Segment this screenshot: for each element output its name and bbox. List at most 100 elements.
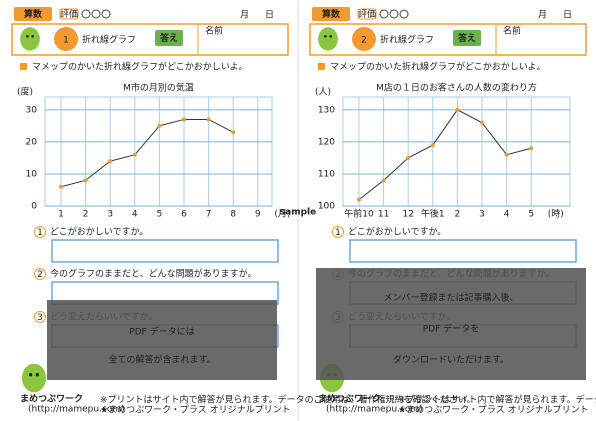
x-tick-label: 1 xyxy=(58,210,64,220)
topic: 折れ線グラフ xyxy=(82,34,136,46)
data-point xyxy=(480,120,484,125)
data-point xyxy=(231,130,236,135)
x-tick-label: 5 xyxy=(528,210,534,220)
prompt: マメップのかいた折れ線グラフがどこかおかしいよ。 xyxy=(32,61,248,73)
question-text: どこがおかしいですか。 xyxy=(348,226,446,238)
footer-logo: まめつぶワーク xyxy=(318,394,381,405)
sheet-number: 2 xyxy=(361,36,367,46)
data-point xyxy=(83,178,88,183)
rating: 評価 xyxy=(358,8,376,20)
chart-title: M店の１日のお客さんの人数の変わり方 xyxy=(376,82,537,94)
name-label: 名前 xyxy=(205,25,223,37)
x-tick-label: 8 xyxy=(230,210,236,220)
overlay-box xyxy=(47,300,277,380)
month: 月 xyxy=(538,10,547,21)
question-badge xyxy=(34,311,46,323)
prompt-bullet xyxy=(318,63,325,70)
mascot-eye xyxy=(31,34,35,38)
data-point xyxy=(132,152,137,157)
title-box xyxy=(309,23,587,56)
topic: 折れ線グラフ xyxy=(380,34,434,46)
data-point xyxy=(108,159,113,164)
number-badge xyxy=(352,27,376,51)
face-icon xyxy=(101,9,111,19)
mascot-eye xyxy=(29,373,33,377)
y-tick-label: 10 xyxy=(26,169,38,179)
mascot xyxy=(318,27,338,51)
question-number: 1 xyxy=(335,228,341,238)
face-icon xyxy=(379,9,389,19)
data-point xyxy=(182,117,186,122)
x-tick-label: 9 xyxy=(255,210,261,220)
y-axis-label: (人) xyxy=(315,87,331,98)
footer-brand: ★まめつぶワーク・プラス オリジナルプリント xyxy=(100,405,291,416)
y-tick-label: 120 xyxy=(318,137,335,147)
rating-tag xyxy=(59,8,79,20)
data-point xyxy=(381,178,386,183)
answer-tag xyxy=(155,30,183,46)
x-tick-label: 3 xyxy=(479,210,485,220)
question-number: 2 xyxy=(37,270,43,280)
prompt-bullet xyxy=(20,63,27,70)
mascot-eye xyxy=(329,34,333,38)
x-tick-label: 6 xyxy=(181,210,187,220)
y-tick-label: 30 xyxy=(26,105,38,115)
data-point xyxy=(406,155,411,160)
x-tick-label: 2 xyxy=(83,210,89,220)
answer-label: 答え xyxy=(159,32,178,44)
question-badge xyxy=(34,226,46,238)
question-text: 今のグラフのままだと、どんな問題がありますか。 xyxy=(50,268,256,280)
data-point xyxy=(455,107,460,112)
answer-tag xyxy=(453,30,481,46)
overlay-text: 全ての解答が含まれます。 xyxy=(108,354,215,366)
data-point xyxy=(357,197,361,202)
x-axis-unit: (月) xyxy=(274,209,290,220)
x-tick-label: 4 xyxy=(132,210,138,220)
overlay-box xyxy=(316,268,586,380)
y-tick-label: 110 xyxy=(318,169,335,179)
subject: 算数 xyxy=(24,8,43,20)
x-tick-label: 2 xyxy=(455,210,461,220)
data-point xyxy=(206,117,211,122)
data-line xyxy=(358,109,532,200)
footer-note: ※プリントはサイト内で解答が見られます。データのご使用は、著作権規約を確認くださ… xyxy=(100,394,476,406)
question-badge xyxy=(332,226,344,238)
day: 日 xyxy=(265,10,274,21)
rating-tag xyxy=(357,8,377,20)
mascot-eye xyxy=(323,34,327,38)
y-tick-label: 20 xyxy=(26,137,38,147)
answer-box xyxy=(349,239,577,263)
x-tick-label: 4 xyxy=(504,210,510,220)
y-tick-label: 130 xyxy=(318,105,335,115)
x-tick-label: 7 xyxy=(206,210,212,220)
x-tick-label: 午前10 xyxy=(344,208,374,220)
question-number: 3 xyxy=(37,313,43,323)
data-point xyxy=(430,143,435,148)
x-tick-label: 12 xyxy=(402,210,413,220)
face-icon xyxy=(81,9,91,19)
data-point xyxy=(504,152,509,157)
overlay-text: PDF データには xyxy=(129,326,194,338)
number-badge xyxy=(54,27,78,51)
x-tick-label: 午後1 xyxy=(421,208,445,220)
y-axis-label: (度) xyxy=(17,86,33,98)
data-point xyxy=(157,123,162,128)
footer-note: ※プリントはサイト内で解答が見られます。データのご使用は、著作権規約を確認くださ… xyxy=(398,394,596,406)
rating: 評価 xyxy=(60,8,78,20)
overlay-text: PDF データを xyxy=(423,323,479,335)
y-tick-label: 0 xyxy=(31,202,37,212)
month: 月 xyxy=(240,10,249,21)
chart-title: M市の月別の気温 xyxy=(123,82,194,94)
sheet-number: 1 xyxy=(63,36,69,46)
x-tick-label: 3 xyxy=(107,210,113,220)
footer-url: (http://mamepu.com) xyxy=(326,405,423,415)
answer-label: 答え xyxy=(457,32,476,44)
title-box xyxy=(11,23,289,56)
answer-box xyxy=(51,239,279,263)
day: 日 xyxy=(563,10,572,21)
data-point xyxy=(59,184,63,189)
watermark: sample xyxy=(280,208,316,218)
footer-brand: ★まめつぶワーク・プラス オリジナルプリント xyxy=(398,405,589,416)
face-icon xyxy=(399,9,409,19)
data-line xyxy=(60,118,234,188)
